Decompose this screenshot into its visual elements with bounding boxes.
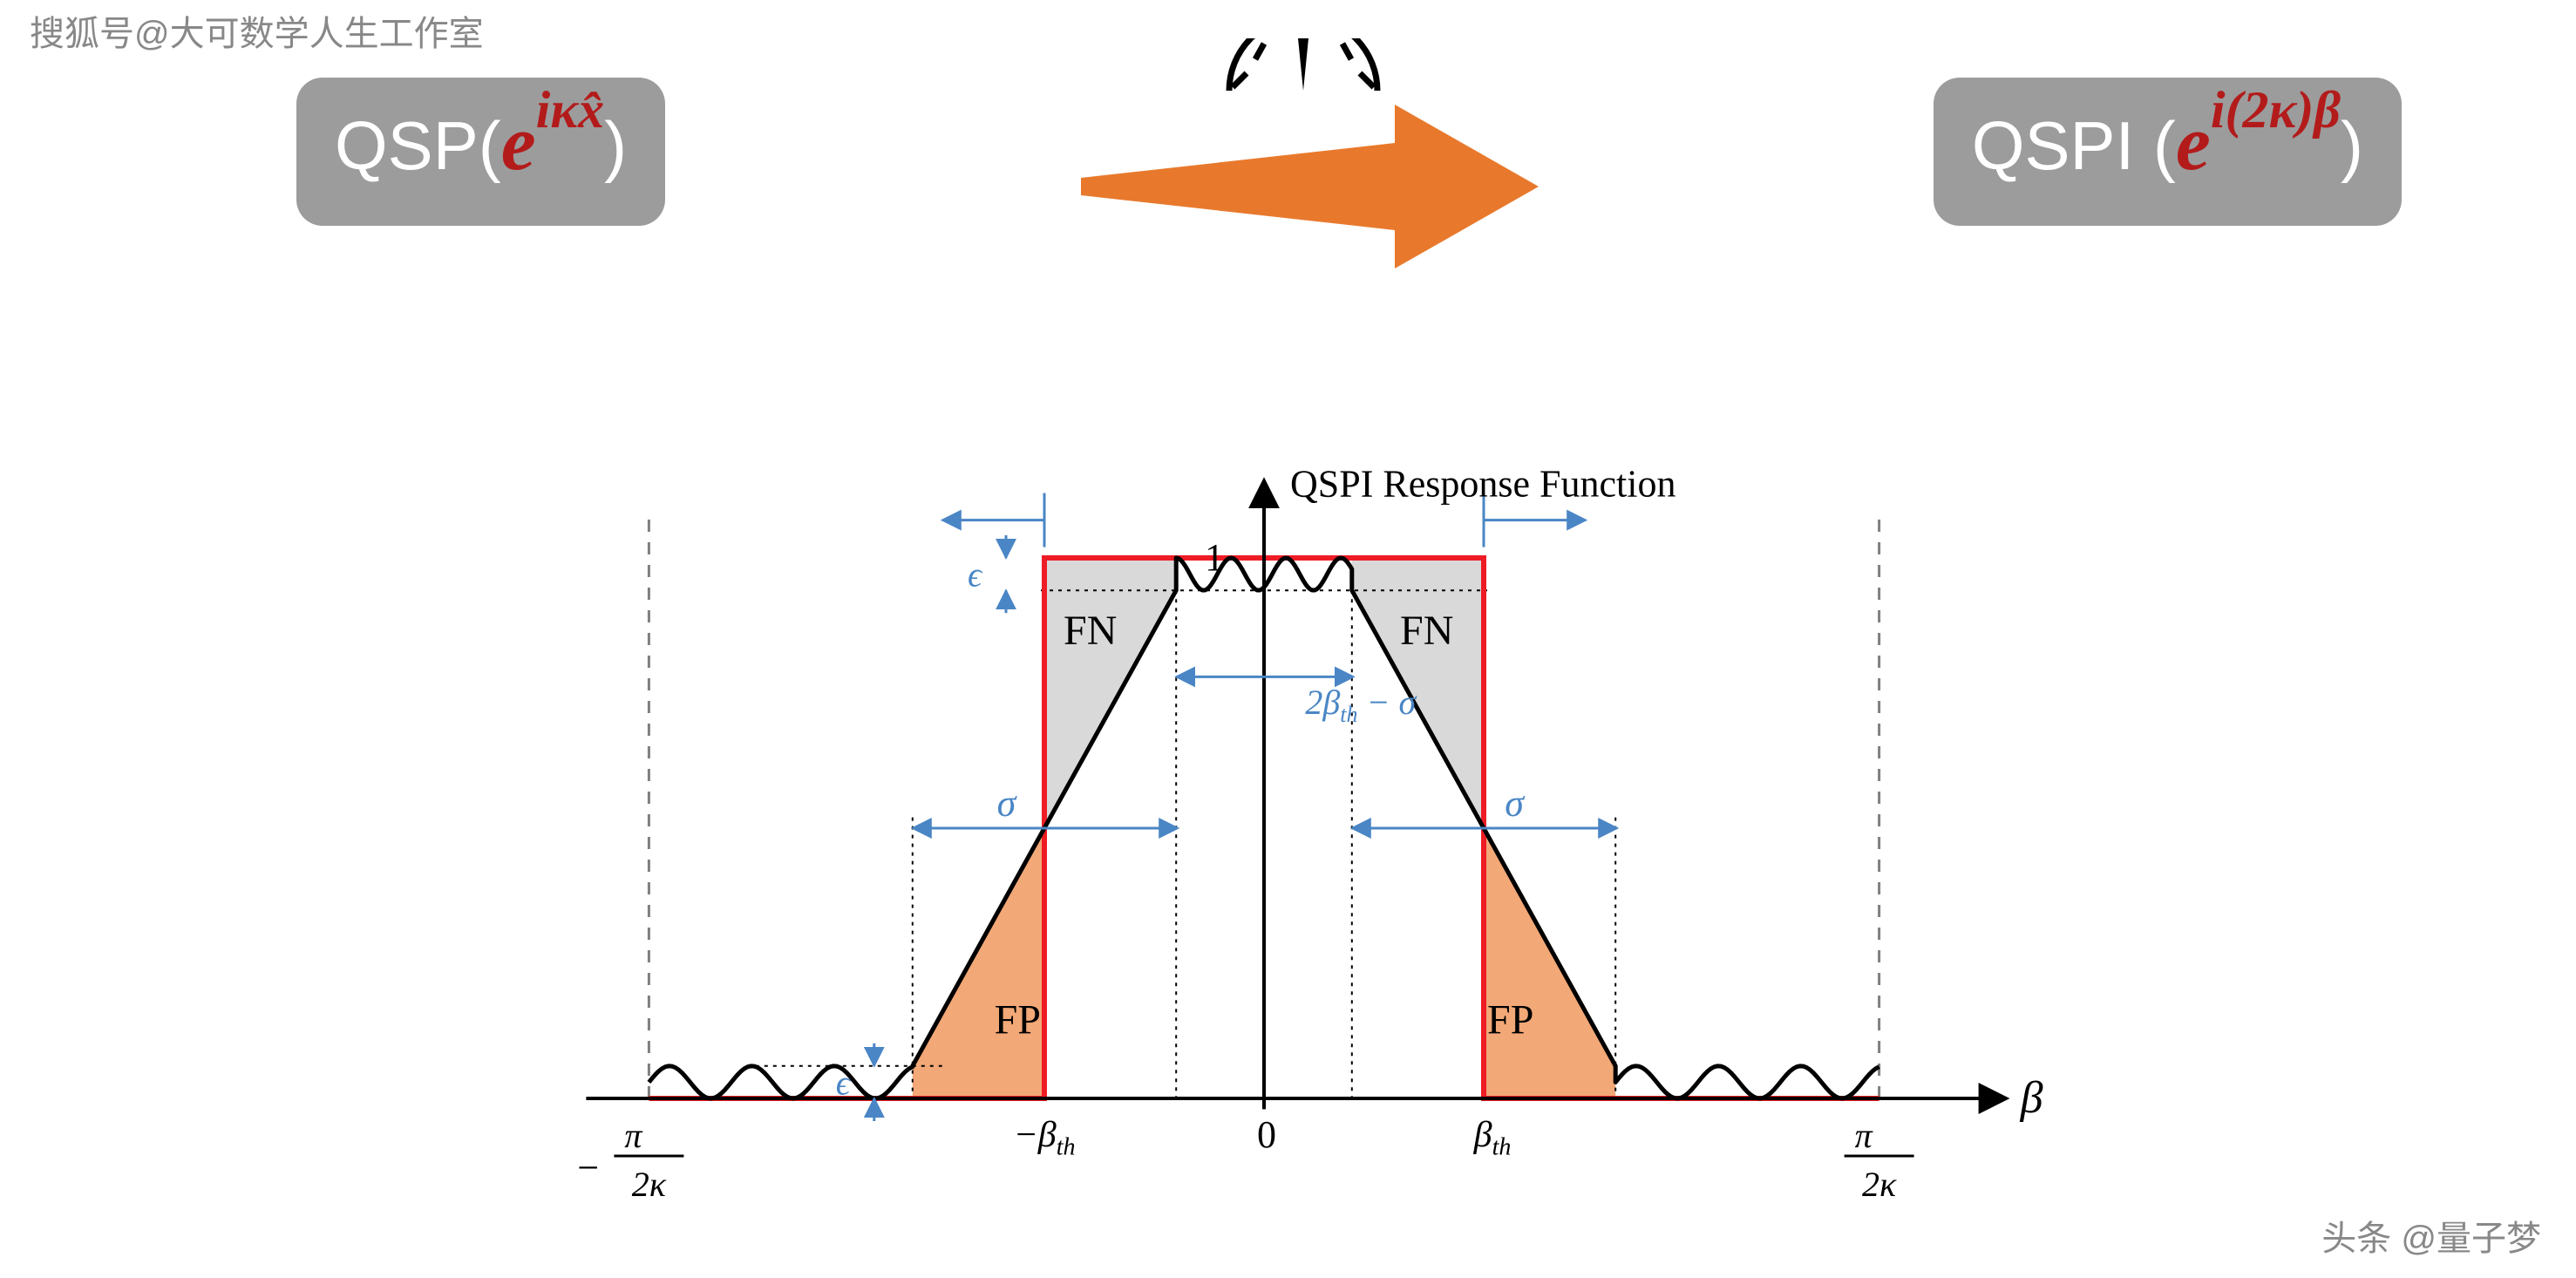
qsp-prefix: QSP( <box>335 106 501 186</box>
chart-title: QSPI Response Function <box>1290 463 1675 506</box>
qspi-suffix: ) <box>2341 106 2363 186</box>
sigma-right-label: σ <box>1505 782 1526 825</box>
fn-right-label: FN <box>1400 608 1453 654</box>
qspi-box: QSPI ( e i(2κ)β ) <box>1934 78 2402 226</box>
chart-svg: QSPI Response Function 1 0 β FN FN FP FP σ σ 2βth … <box>523 349 2057 1238</box>
center-width-label: 2βth − σ <box>1185 682 1536 734</box>
qsp-exp-base: e <box>501 99 536 188</box>
arrow-and-gauge <box>1055 38 1543 265</box>
qspi-exp-base: e <box>2176 99 2211 188</box>
arrow-icon <box>1081 105 1539 269</box>
fn-left-label: FN <box>1064 608 1117 654</box>
top-row: QSP( e iκx̂ ) QSPI ( e i(2κ)β <box>296 47 2402 256</box>
arrow-svg <box>1055 38 1543 282</box>
qspi-exp-sup: i(2κ)β <box>2211 80 2341 140</box>
sigma-left-label: σ <box>997 782 1018 825</box>
frac-num: π <box>624 1116 642 1155</box>
qspi-prefix: QSPI ( <box>1972 106 2176 186</box>
frac-den: 2κ <box>632 1165 667 1204</box>
qsp-suffix: ) <box>604 106 627 186</box>
fp-left-label: FP <box>995 997 1041 1043</box>
fp-region-right <box>1484 828 1615 1098</box>
fp-region-left <box>913 828 1044 1098</box>
qsp-box: QSP( e iκx̂ ) <box>296 78 665 226</box>
qsp-exp-sup: iκx̂ <box>536 80 604 140</box>
fn-region-left <box>1044 558 1176 828</box>
frac-num: π <box>1855 1116 1873 1155</box>
watermark-bottom-right: 头条 @量子梦 <box>2321 1210 2541 1261</box>
frac-den: 2κ <box>1862 1165 1897 1204</box>
gauge-icon <box>1229 38 1377 91</box>
xtick-0: 0 <box>1257 1113 1276 1156</box>
fp-right-label: FP <box>1487 997 1533 1043</box>
eps-top-label: ϵ <box>968 555 983 595</box>
ytick-1: 1 <box>1205 536 1224 579</box>
chart: QSPI Response Function 1 0 β FN FN FP FP σ σ 2βth … <box>523 349 2057 1238</box>
x-axis-label: β <box>2020 1073 2043 1123</box>
xtick-neg-bth: −βth <box>975 1114 1114 1166</box>
xtick-pos-bth: βth <box>1431 1114 1553 1166</box>
eps-bot-label: ϵ <box>836 1063 852 1102</box>
neg: − <box>577 1146 599 1189</box>
watermark-top-left: 搜狐号@大可数学人生工作室 <box>30 5 484 56</box>
